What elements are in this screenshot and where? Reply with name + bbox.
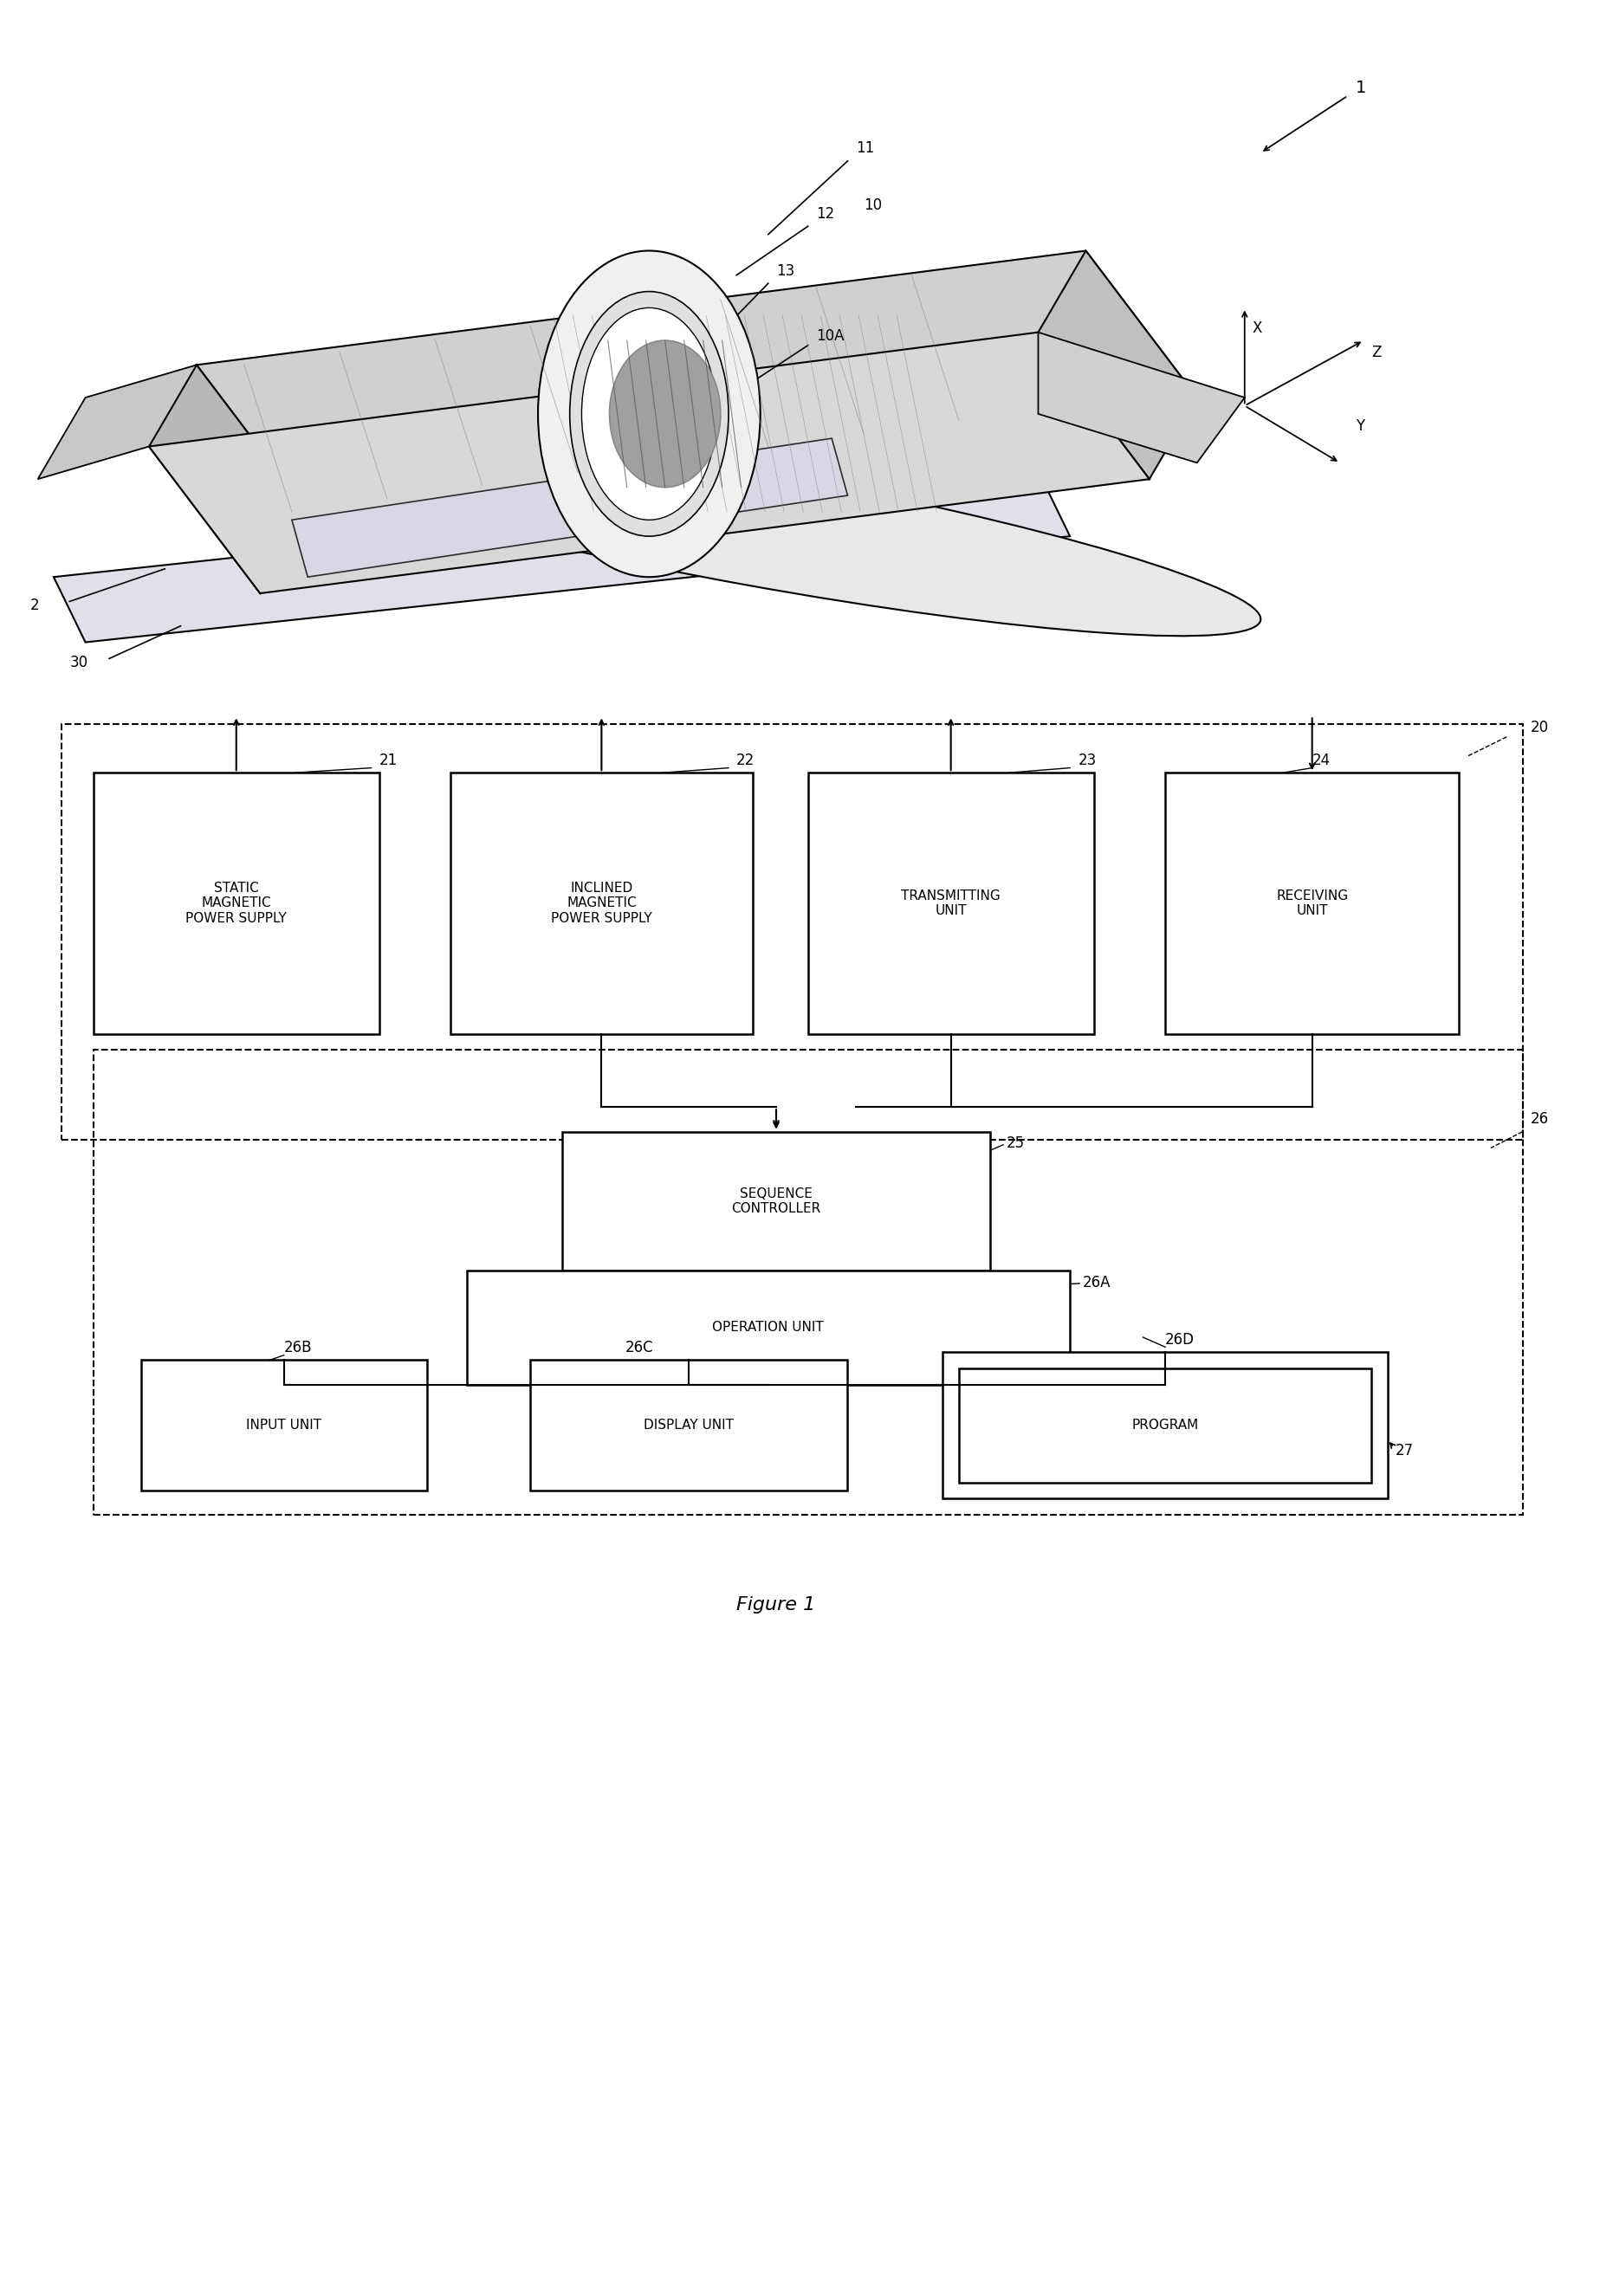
FancyBboxPatch shape bbox=[942, 1352, 1387, 1499]
Polygon shape bbox=[1038, 250, 1197, 480]
Text: 21: 21 bbox=[379, 753, 397, 769]
Text: Figure 1: Figure 1 bbox=[736, 1596, 816, 1614]
Ellipse shape bbox=[570, 292, 728, 537]
Text: 13: 13 bbox=[776, 264, 795, 278]
Text: 2: 2 bbox=[30, 597, 38, 613]
Text: 26: 26 bbox=[1531, 1111, 1549, 1127]
Text: 26C: 26C bbox=[626, 1341, 653, 1355]
Text: 24: 24 bbox=[1312, 753, 1331, 769]
Text: INPUT UNIT: INPUT UNIT bbox=[246, 1419, 322, 1433]
Text: TRANSMITTING
UNIT: TRANSMITTING UNIT bbox=[901, 889, 1000, 918]
Text: DISPLAY UNIT: DISPLAY UNIT bbox=[643, 1419, 734, 1433]
Polygon shape bbox=[1038, 333, 1245, 464]
FancyBboxPatch shape bbox=[562, 1132, 990, 1270]
Text: OPERATION UNIT: OPERATION UNIT bbox=[712, 1320, 824, 1334]
Text: 1: 1 bbox=[1355, 80, 1366, 96]
Text: 26A: 26A bbox=[1083, 1274, 1110, 1290]
FancyBboxPatch shape bbox=[1165, 774, 1459, 1033]
Text: 30: 30 bbox=[69, 654, 88, 670]
Text: Z: Z bbox=[1371, 344, 1381, 360]
Polygon shape bbox=[291, 439, 848, 576]
Ellipse shape bbox=[582, 308, 717, 519]
Text: 10A: 10A bbox=[816, 328, 845, 344]
Polygon shape bbox=[149, 333, 1149, 592]
Text: RECEIVING
UNIT: RECEIVING UNIT bbox=[1277, 889, 1349, 918]
Text: 26D: 26D bbox=[1165, 1332, 1195, 1348]
FancyBboxPatch shape bbox=[467, 1270, 1070, 1384]
FancyBboxPatch shape bbox=[958, 1368, 1371, 1483]
Polygon shape bbox=[38, 365, 197, 480]
Text: 26B: 26B bbox=[283, 1341, 312, 1355]
FancyBboxPatch shape bbox=[93, 774, 379, 1033]
Polygon shape bbox=[54, 471, 1070, 643]
Text: 25: 25 bbox=[1006, 1137, 1024, 1153]
Text: 20: 20 bbox=[1531, 721, 1549, 735]
Text: Y: Y bbox=[1355, 418, 1365, 434]
Ellipse shape bbox=[610, 340, 720, 487]
Ellipse shape bbox=[245, 420, 1261, 636]
FancyBboxPatch shape bbox=[141, 1359, 427, 1490]
Text: 22: 22 bbox=[736, 753, 755, 769]
Text: INCLINED
MAGNETIC
POWER SUPPLY: INCLINED MAGNETIC POWER SUPPLY bbox=[550, 882, 653, 925]
Text: 11: 11 bbox=[856, 140, 874, 156]
Text: STATIC
MAGNETIC
POWER SUPPLY: STATIC MAGNETIC POWER SUPPLY bbox=[186, 882, 286, 925]
Text: 23: 23 bbox=[1078, 753, 1096, 769]
Text: 10: 10 bbox=[864, 197, 882, 214]
Text: 27: 27 bbox=[1395, 1442, 1414, 1458]
Polygon shape bbox=[197, 250, 1197, 512]
Text: PROGRAM: PROGRAM bbox=[1131, 1419, 1198, 1433]
Text: SEQUENCE
CONTROLLER: SEQUENCE CONTROLLER bbox=[731, 1187, 821, 1215]
Ellipse shape bbox=[538, 250, 760, 576]
FancyBboxPatch shape bbox=[808, 774, 1094, 1033]
FancyBboxPatch shape bbox=[451, 774, 752, 1033]
Polygon shape bbox=[149, 365, 307, 592]
Text: X: X bbox=[1253, 319, 1262, 335]
Text: 12: 12 bbox=[816, 207, 834, 220]
FancyBboxPatch shape bbox=[530, 1359, 848, 1490]
